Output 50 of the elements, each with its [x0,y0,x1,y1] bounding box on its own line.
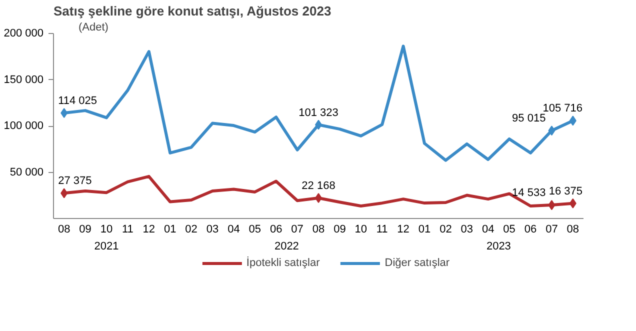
data-label: 101 323 [298,106,338,119]
data-label: 105 716 [542,102,583,115]
data-label: 27 375 [58,175,92,188]
x-tick-label: 05 [503,224,516,236]
x-tick-label: 07 [546,224,558,236]
x-tick-label: 02 [440,224,452,236]
x-tick-label: 02 [185,224,198,236]
x-tick-label: 06 [270,224,282,236]
y-tick-label: 200 000 [4,28,44,40]
x-tick-label: 01 [164,224,176,236]
point [569,198,576,208]
x-tick-label: 04 [482,224,494,236]
x-tick-label: 03 [460,224,474,236]
x-tick-label: 10 [100,224,113,236]
point [569,116,576,126]
x-tick-label: 03 [206,224,219,236]
point [548,126,556,136]
x-tick-label: 08 [312,224,325,236]
x-tick-label: 12 [142,224,156,236]
x-tick-label: 12 [397,224,410,236]
data-label: 16 375 [548,185,583,198]
y-tick-label: 150 000 [4,74,44,86]
y-tick-label: 50 000 [10,166,44,178]
text: 2021 [94,240,119,252]
x-tick-label: 07 [291,224,304,236]
x-tick-label: 08 [566,224,580,236]
x-tick-label: 01 [418,224,431,236]
x-tick-label: 11 [122,224,134,236]
x-tick-label: 06 [524,224,537,236]
chart-title: Satış şekline göre konut satışı, Ağustos 2023 [54,4,332,18]
point [60,188,68,198]
legend-label: Diğer satışlar [384,257,450,269]
x-tick-label: 04 [228,224,240,236]
x-tick-label: 09 [79,224,92,236]
data-label: 22 168 [302,180,336,192]
data-label: 95 015 [512,112,546,125]
x-tick-label: 09 [334,224,346,236]
x-tick-label: 11 [376,224,388,236]
data-label: 14 533 [512,187,546,200]
x-tick-label: 10 [354,224,368,236]
point [548,200,556,210]
data-label: 114 025 [58,95,98,108]
text: 2023 [486,240,511,252]
point [60,108,68,118]
x-tick-label: 08 [58,224,70,236]
text: 2022 [274,240,299,252]
legend-label: İpotekli satışlar [246,257,320,269]
y-axis-title: (Adet) [78,22,108,34]
x-tick-label: 05 [248,224,262,236]
y-tick-label: 100 000 [4,120,44,132]
